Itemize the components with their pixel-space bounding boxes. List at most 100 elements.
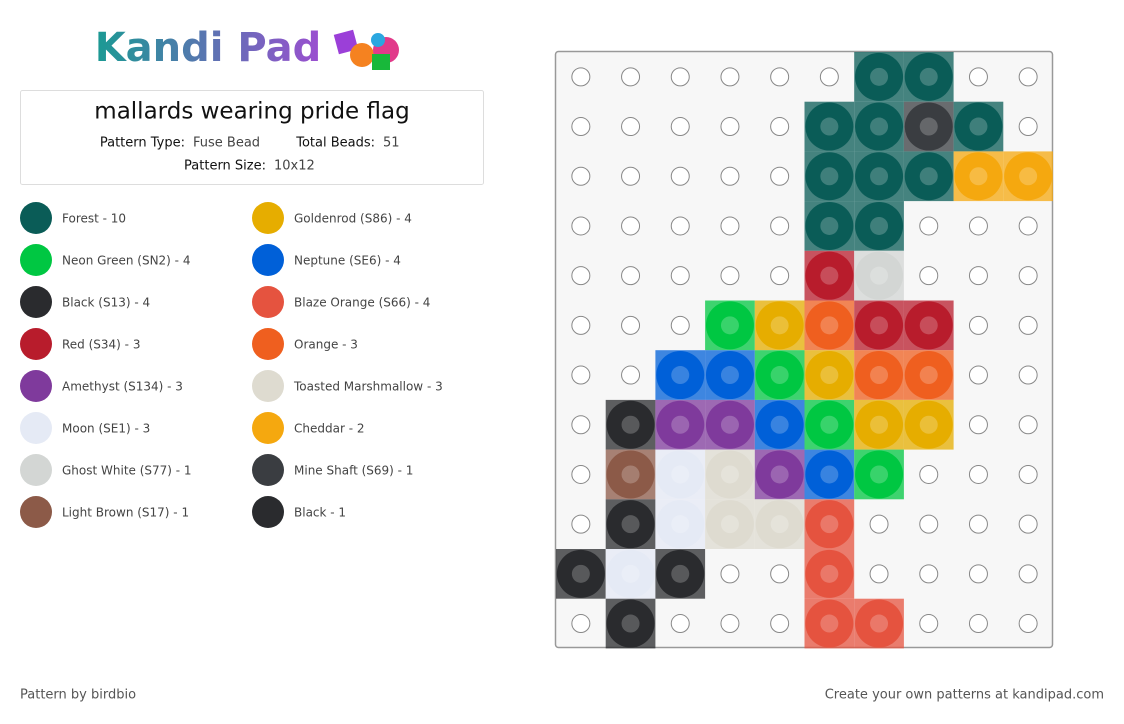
bead xyxy=(954,102,1003,151)
bead xyxy=(904,152,953,201)
bead xyxy=(606,500,655,549)
bead xyxy=(855,351,904,400)
bead xyxy=(855,599,904,648)
empty-peg xyxy=(621,67,641,87)
empty-peg xyxy=(670,67,690,87)
empty-peg xyxy=(919,266,939,286)
legend-swatch xyxy=(252,454,284,486)
bead xyxy=(855,102,904,151)
legend-swatch xyxy=(20,286,52,318)
bead-hole xyxy=(1019,167,1038,186)
empty-peg xyxy=(571,166,591,186)
bead xyxy=(855,251,904,300)
empty-peg xyxy=(571,266,591,286)
bead-hole xyxy=(919,167,938,186)
empty-peg xyxy=(621,216,641,236)
bead xyxy=(705,400,754,449)
field-value: Fuse Bead xyxy=(193,136,260,151)
empty-peg xyxy=(571,614,591,634)
empty-peg xyxy=(621,365,641,385)
bead xyxy=(656,500,705,549)
bead-hole xyxy=(870,316,889,335)
bead-hole xyxy=(671,415,690,434)
bead-hole xyxy=(720,465,739,484)
empty-peg xyxy=(670,216,690,236)
empty-peg xyxy=(1018,117,1038,137)
bead-hole xyxy=(919,316,938,335)
legend-swatch xyxy=(252,370,284,402)
bead-hole xyxy=(621,515,640,534)
empty-peg xyxy=(720,564,740,584)
bead-hole xyxy=(671,515,690,534)
legend-label: Neptune (SE6) - 4 xyxy=(294,254,401,268)
empty-peg xyxy=(1018,564,1038,584)
bead xyxy=(755,351,804,400)
bead xyxy=(656,450,705,499)
empty-peg xyxy=(919,514,939,534)
legend-swatch xyxy=(20,496,52,528)
bead-hole xyxy=(820,366,839,385)
empty-peg xyxy=(1018,365,1038,385)
bead xyxy=(805,351,854,400)
legend-label: Black - 1 xyxy=(294,506,346,520)
empty-peg xyxy=(968,514,988,534)
legend-swatch xyxy=(20,202,52,234)
empty-peg xyxy=(919,216,939,236)
bead xyxy=(855,400,904,449)
legend-swatch xyxy=(20,370,52,402)
legend-label: Goldenrod (S86) - 4 xyxy=(294,212,412,226)
legend-swatch xyxy=(252,244,284,276)
bead xyxy=(904,400,953,449)
empty-peg xyxy=(670,614,690,634)
bead xyxy=(805,400,854,449)
empty-peg xyxy=(919,564,939,584)
empty-peg xyxy=(670,117,690,137)
bead xyxy=(904,351,953,400)
empty-peg xyxy=(670,166,690,186)
bead xyxy=(606,450,655,499)
legend-swatch xyxy=(20,454,52,486)
bead xyxy=(805,599,854,648)
bead-hole xyxy=(671,366,690,385)
bead-hole xyxy=(820,167,839,186)
bead xyxy=(705,301,754,350)
bead-hole xyxy=(820,614,839,633)
bead-hole xyxy=(621,415,640,434)
empty-peg xyxy=(968,614,988,634)
bead-hole xyxy=(870,167,889,186)
legend-swatch xyxy=(252,328,284,360)
field-label: Pattern Type: xyxy=(100,136,185,151)
bead xyxy=(954,152,1003,201)
bead-hole xyxy=(770,465,789,484)
field-label: Total Beads: xyxy=(295,136,375,151)
legend-label: Red (S34) - 3 xyxy=(62,338,140,352)
empty-peg xyxy=(720,266,740,286)
bead-hole xyxy=(621,564,640,583)
bead xyxy=(755,301,804,350)
bead xyxy=(705,450,754,499)
empty-peg xyxy=(968,266,988,286)
empty-peg xyxy=(720,614,740,634)
empty-peg xyxy=(571,216,591,236)
field-label: Pattern Size: xyxy=(184,159,266,174)
bead-hole xyxy=(671,465,690,484)
empty-peg xyxy=(1018,67,1038,87)
empty-peg xyxy=(770,117,790,137)
empty-peg xyxy=(770,614,790,634)
bead-hole xyxy=(770,316,789,335)
empty-peg xyxy=(571,464,591,484)
empty-peg xyxy=(621,166,641,186)
bead-hole xyxy=(770,415,789,434)
bead-hole xyxy=(571,564,590,583)
bead xyxy=(656,351,705,400)
bead-hole xyxy=(820,415,839,434)
empty-peg xyxy=(571,315,591,335)
bead-hole xyxy=(621,614,640,633)
empty-peg xyxy=(919,614,939,634)
bead-hole xyxy=(671,564,690,583)
empty-peg xyxy=(968,365,988,385)
bead-hole xyxy=(919,366,938,385)
bead xyxy=(606,400,655,449)
bead-hole xyxy=(820,465,839,484)
